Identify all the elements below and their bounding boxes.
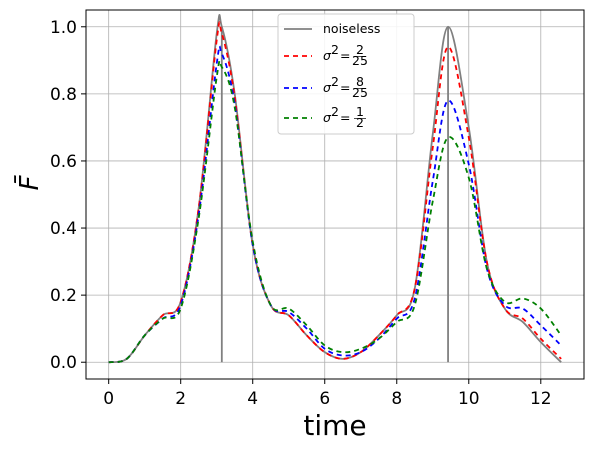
legend-label-den: 25 [352,53,368,68]
legend-label-num: 1 [356,104,364,119]
legend-label-num: 2 [356,42,364,57]
legend-label-eq: = [340,48,350,63]
legend-label-eq: = [340,110,350,125]
legend-box [277,13,415,135]
legend-label-den: 2 [356,115,364,130]
y-tick-label: 0.0 [50,353,77,373]
x-tick-label: 8 [391,389,402,409]
legend-label: σ [323,48,332,63]
y-axis-label: F̄ [13,174,45,190]
legend-label-sup: 2 [331,104,339,119]
x-tick-label: 12 [530,389,552,409]
axis-ticks: 0 2 4 6 8 10 120.00.20.40.60.81.0 [50,18,552,409]
legend-label-sup: 2 [331,74,339,89]
x-tick-label: 6 [319,389,330,409]
y-tick-label: 0.6 [50,152,77,172]
x-tick-label: 2 [175,389,186,409]
y-tick-label: 0.8 [50,85,77,105]
series-lines [108,14,562,364]
legend-label-eq: = [340,80,350,95]
x-tick-label: 4 [247,389,258,409]
series-line-3 [108,59,562,364]
legend-label-den: 25 [352,85,368,100]
plot-frame [85,9,585,380]
legend-label-sup: 2 [331,42,339,57]
x-axis-label: time [303,409,366,442]
legend-label: noiseless [323,21,380,36]
legend-label-num: 8 [356,74,364,89]
vertical-marker-lines [220,26,449,363]
y-tick-label: 0.2 [50,286,77,306]
series-line-2 [108,45,562,364]
legend-label: σ [323,80,332,95]
legend-label: σ [323,110,332,125]
x-tick-label: 0 [103,389,114,409]
x-tick-label: 10 [458,389,480,409]
y-tick-label: 1.0 [50,18,77,38]
y-tick-label: 0.4 [50,219,77,239]
